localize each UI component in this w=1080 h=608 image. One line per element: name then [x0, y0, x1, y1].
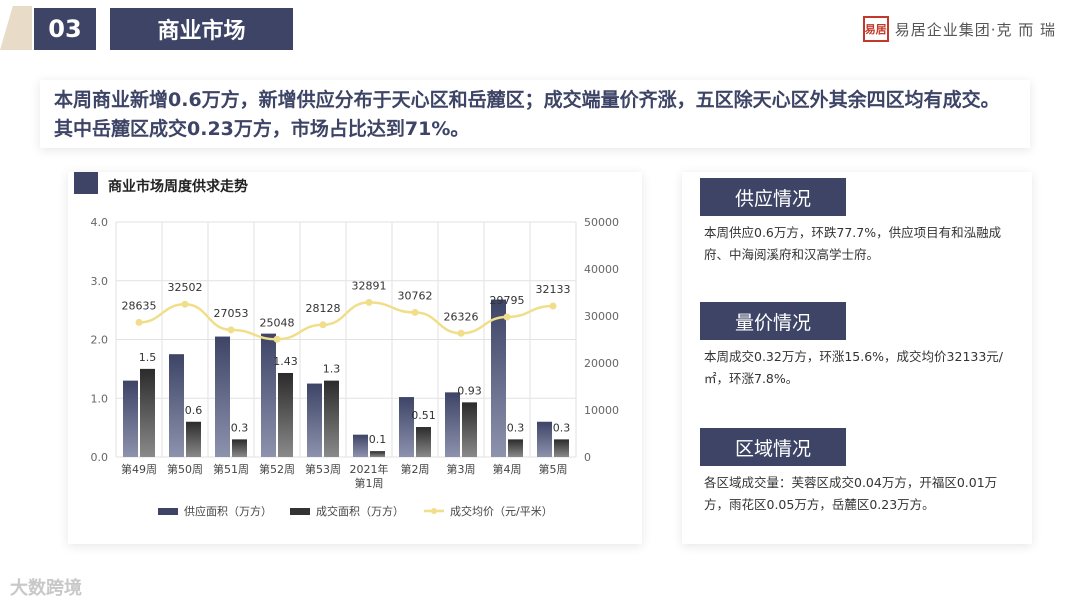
legend-deal-swatch — [290, 508, 310, 515]
price-point — [411, 308, 419, 316]
price-point — [181, 300, 189, 308]
price-label: 29795 — [490, 294, 525, 307]
info-panel: 供应情况 本周供应0.6万方，环跌77.7%，供应项目有和泓融成府、中海阅溪府和… — [682, 172, 1032, 544]
x-tick-label: 第4周 — [493, 462, 522, 476]
price-point — [549, 302, 557, 310]
area-text: 各区域成交量：芙蓉区成交0.04万方，开福区0.01万方，雨花区0.05万方，岳… — [704, 475, 998, 512]
price-label: 25048 — [260, 316, 295, 329]
logo-text: 易居企业集团·克 而 瑞 — [894, 20, 1056, 39]
price-label: 30762 — [398, 289, 433, 302]
deal-bar-label: 0.3 — [553, 421, 571, 434]
y-left-tick-label: 4.0 — [91, 216, 109, 229]
x-tick-label: 第5周 — [539, 462, 568, 476]
y-right-tick-label: 0 — [584, 451, 591, 464]
x-tick-label: 第51周 — [213, 462, 249, 476]
deal-bar — [140, 368, 155, 457]
supply-bar — [445, 392, 460, 457]
logo-seal-icon: 易居 — [862, 16, 889, 42]
summary-text: 本周商业新增0.6万方，新增供应分布于天心区和岳麓区；成交端量价齐涨，五区除天心… — [40, 80, 1030, 148]
supply-bar — [169, 354, 184, 457]
deal-bar-label: 1.43 — [273, 355, 298, 368]
x-tick-label: 第53周 — [305, 462, 341, 476]
deal-bar — [508, 439, 523, 457]
supply-bar — [123, 380, 138, 457]
y-right-tick-label: 30000 — [584, 310, 619, 323]
price-point — [319, 321, 327, 329]
deal-bar-label: 0.93 — [457, 384, 482, 397]
section-accent — [0, 6, 32, 50]
watermark: 大数跨境 — [10, 578, 82, 599]
price-line — [138, 301, 554, 341]
deal-bar — [462, 402, 477, 457]
deal-bar-label: 0.3 — [231, 421, 249, 434]
section-title: 商业市场 — [110, 8, 293, 50]
price-label: 28128 — [306, 302, 341, 315]
y-right-tick-label: 10000 — [584, 404, 619, 417]
y-left-tick-label: 3.0 — [91, 275, 109, 288]
price-label: 26326 — [444, 310, 479, 323]
price-point — [135, 318, 143, 326]
supply-bar — [353, 434, 368, 457]
supply-text: 本周供应0.6万方，环跌77.7%，供应项目有和泓融成府、中海阅溪府和汉高学士府… — [704, 225, 1002, 262]
section-number: 03 — [34, 8, 96, 50]
price-heading: 量价情况 — [700, 302, 846, 340]
chart-title: 商业市场周度供求走势 — [108, 179, 248, 195]
y-left-tick-label: 2.0 — [91, 334, 109, 347]
x-tick-label: 第50周 — [167, 462, 203, 476]
price-label: 32891 — [352, 279, 387, 292]
supply-bar — [399, 397, 414, 457]
deal-bar-label: 0.51 — [411, 409, 436, 422]
price-label: 28635 — [122, 299, 157, 312]
price-point — [457, 329, 465, 337]
deal-bar-label: 1.5 — [139, 351, 157, 364]
chart-card: 商业市场周度供求走势 0.0 1.0 2.0 3.0 4.0 0 10000 20000 300… — [68, 172, 642, 544]
legend-supply-swatch — [158, 508, 178, 515]
price-point — [273, 335, 281, 343]
y-right-tick-label: 40000 — [584, 263, 619, 276]
legend-price-label: 成交均价（元/平米） — [450, 504, 553, 518]
deal-bar — [324, 380, 339, 457]
price-text: 本周成交0.32万方，环涨15.6%，成交均价32133元/㎡，环涨7.8%。 — [704, 349, 1004, 386]
y-left-tick-label: 0.0 — [91, 451, 109, 464]
x-tick-label: 第49周 — [121, 462, 157, 476]
deal-bar — [278, 372, 293, 457]
x-tick-label: 第3周 — [447, 462, 476, 476]
deal-bar — [186, 421, 201, 457]
deal-bar — [416, 427, 431, 457]
price-label: 32133 — [536, 283, 571, 296]
x-tick-label: 第52周 — [259, 462, 295, 476]
area-heading: 区域情况 — [700, 428, 846, 466]
price-label: 27053 — [214, 307, 249, 320]
y-right-tick-label: 20000 — [584, 357, 619, 370]
deal-bar-label: 0.6 — [185, 404, 203, 417]
supply-heading: 供应情况 — [700, 178, 846, 216]
supply-bar — [307, 383, 322, 457]
supply-bar — [491, 299, 506, 457]
y-left-tick-label: 1.0 — [91, 392, 109, 405]
legend-price-marker — [431, 508, 437, 514]
price-point — [227, 326, 235, 334]
supply-bar — [261, 333, 276, 457]
supply-bar — [537, 421, 552, 457]
deal-bar — [370, 451, 385, 457]
x-tick-label: 2021年第1周 — [350, 462, 389, 490]
deal-bar — [232, 439, 247, 457]
deal-bar-label: 0.1 — [369, 433, 387, 446]
deal-bar-label: 1.3 — [323, 363, 341, 376]
company-logo: 易居 易居企业集团·克 而 瑞 — [862, 16, 1056, 42]
price-point — [365, 298, 373, 306]
price-point — [503, 313, 511, 321]
legend-supply-label: 供应面积（万方） — [184, 504, 272, 518]
chart-title-marker — [74, 172, 98, 194]
x-tick-label: 第2周 — [401, 462, 430, 476]
supply-bar — [215, 336, 230, 457]
supply-demand-chart: 0.0 1.0 2.0 3.0 4.0 0 10000 20000 30000 40000 5000… — [91, 216, 620, 518]
legend-deal-label: 成交面积（万方） — [316, 504, 404, 518]
deal-bar — [554, 439, 569, 457]
price-label: 32502 — [168, 281, 203, 294]
deal-bar-label: 0.3 — [507, 421, 525, 434]
y-right-tick-label: 50000 — [584, 216, 619, 229]
